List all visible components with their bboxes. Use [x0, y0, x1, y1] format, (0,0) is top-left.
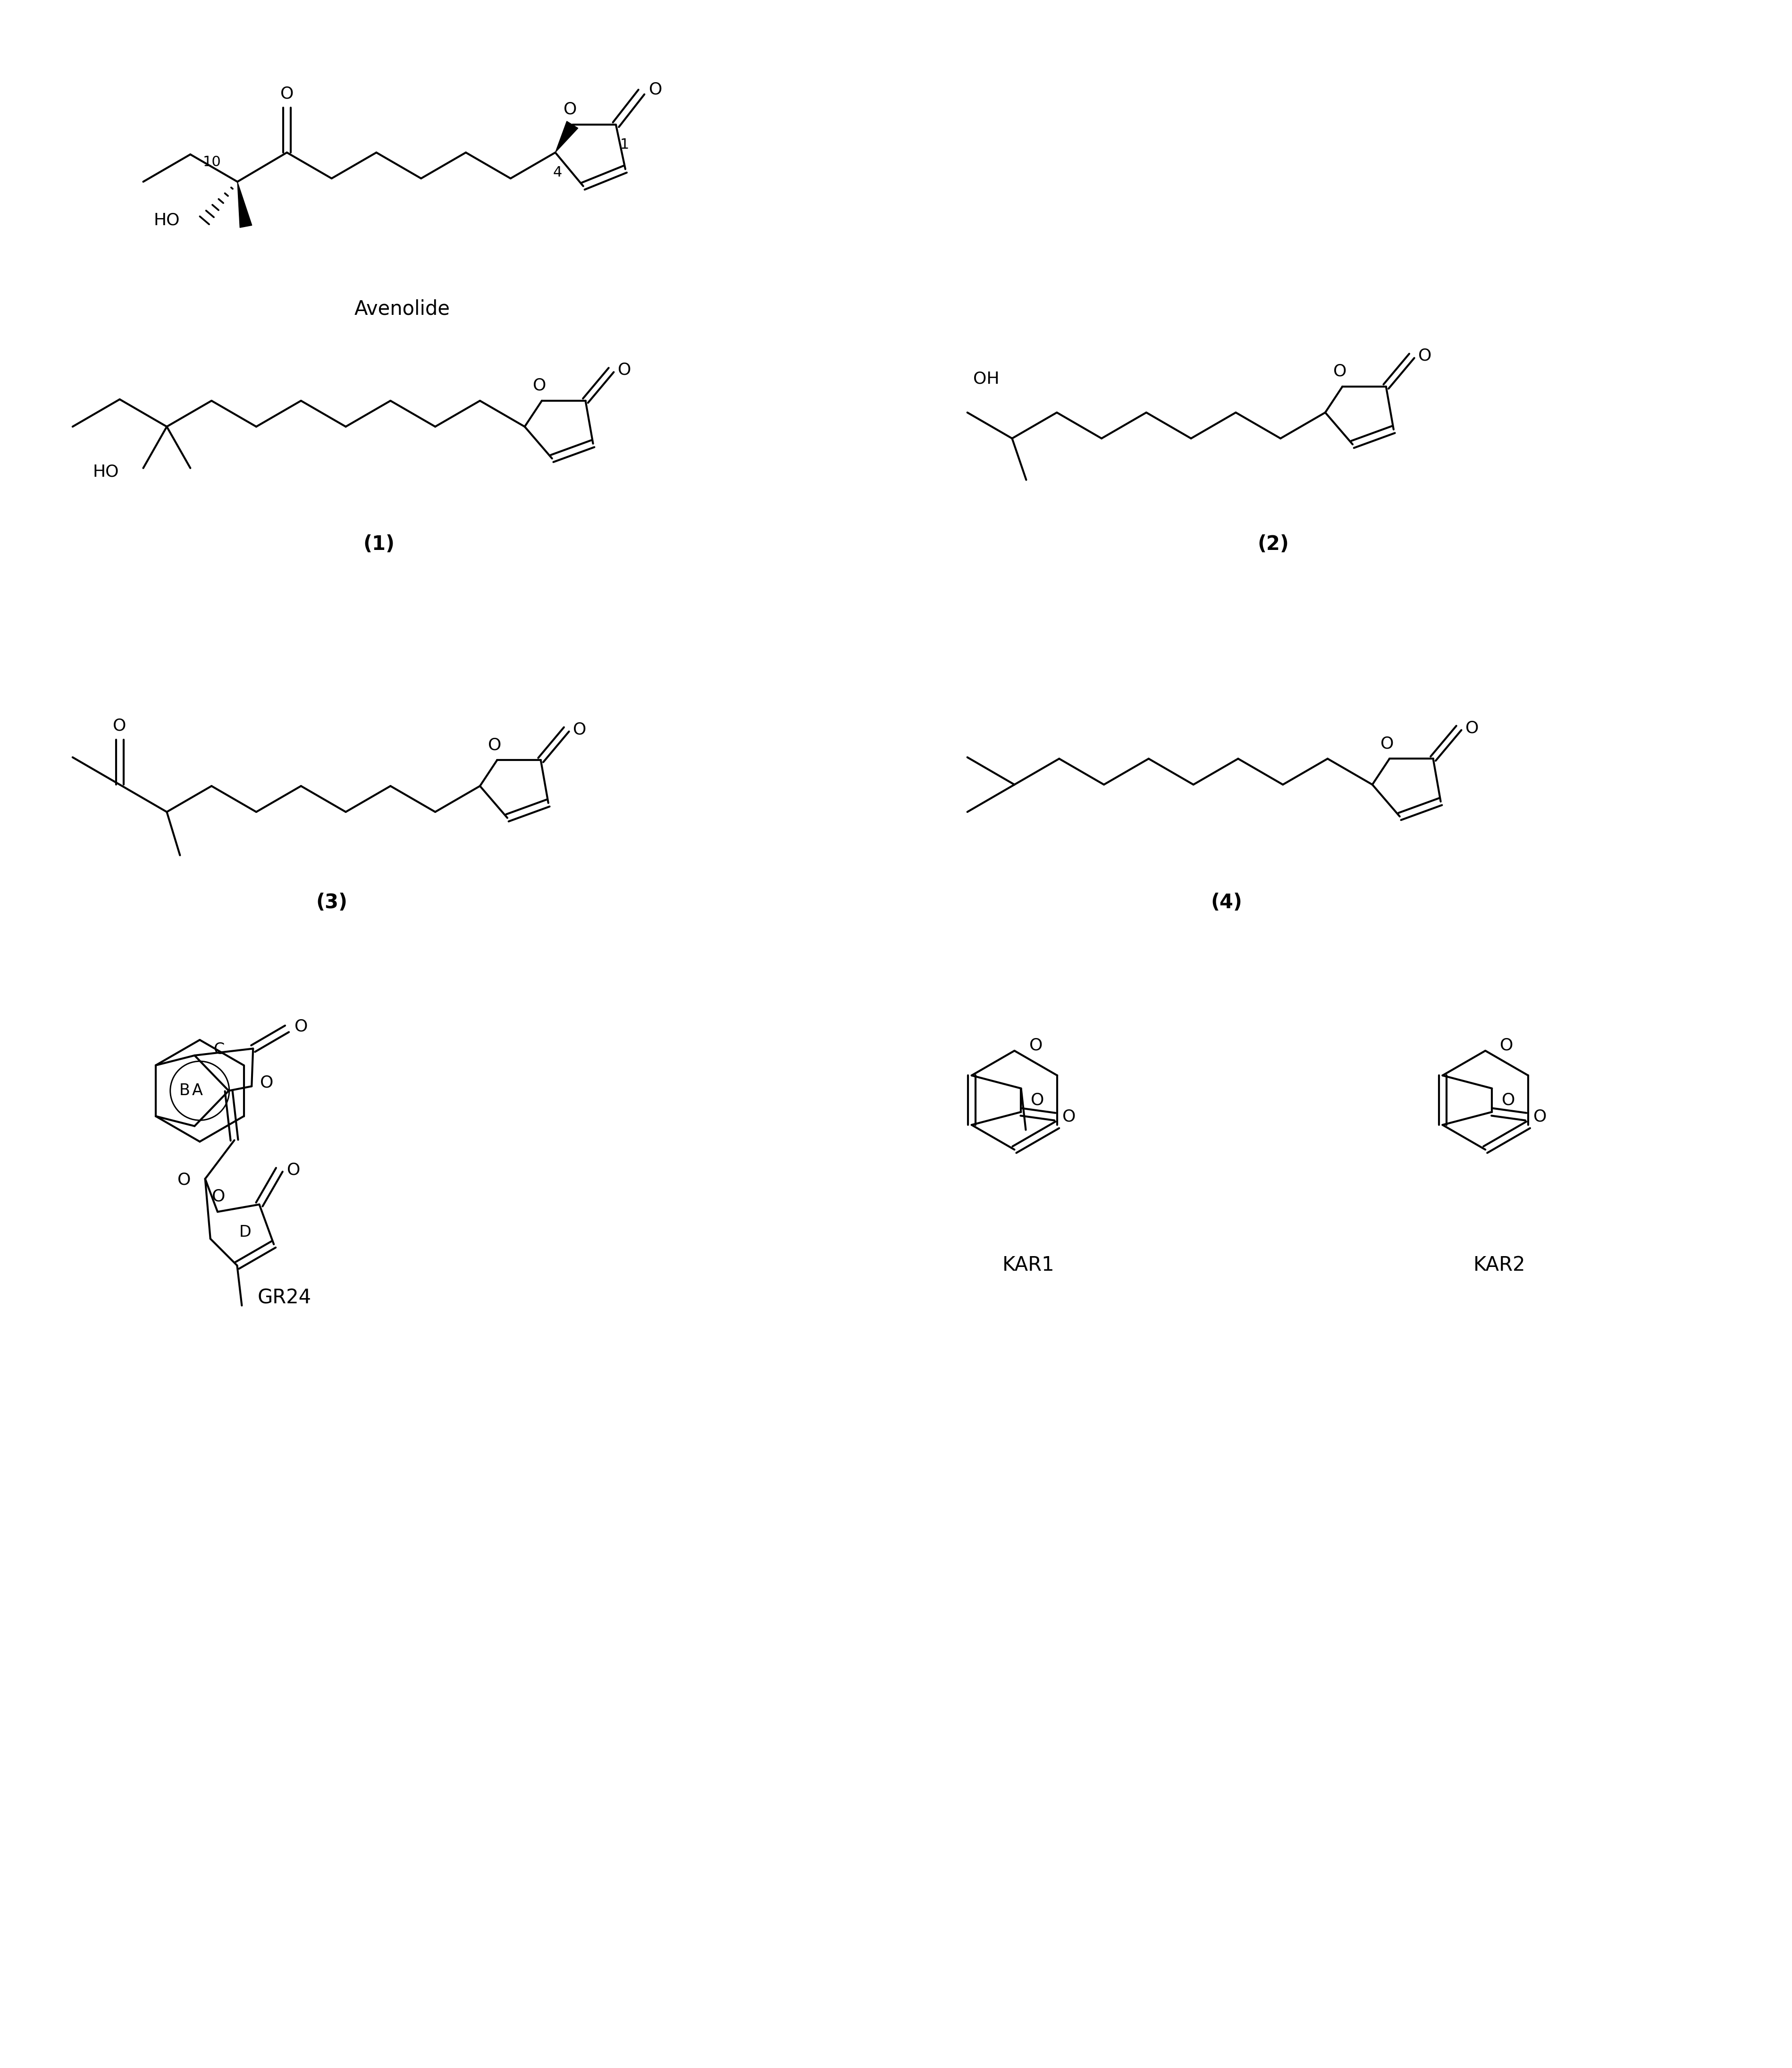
- Text: 10: 10: [202, 155, 220, 170]
- Text: O: O: [618, 362, 631, 378]
- Text: (4): (4): [1210, 893, 1242, 912]
- Text: 1: 1: [620, 139, 629, 151]
- Text: O: O: [260, 1075, 274, 1090]
- Text: O: O: [487, 736, 502, 753]
- Text: O: O: [113, 718, 127, 734]
- Text: KAR2: KAR2: [1473, 1255, 1525, 1276]
- Polygon shape: [237, 182, 253, 227]
- Text: O: O: [1502, 1092, 1514, 1108]
- Text: O: O: [177, 1173, 192, 1187]
- Text: (3): (3): [315, 893, 348, 912]
- Text: O: O: [1030, 1092, 1045, 1108]
- Text: HO: HO: [154, 213, 179, 227]
- Text: B: B: [179, 1084, 190, 1098]
- Text: O: O: [1417, 347, 1432, 364]
- Text: O: O: [294, 1017, 308, 1034]
- Text: C: C: [213, 1042, 224, 1057]
- Text: O: O: [1380, 736, 1394, 751]
- Text: D: D: [238, 1224, 251, 1241]
- Text: O: O: [1333, 364, 1346, 381]
- Text: O: O: [532, 378, 547, 393]
- Text: O: O: [1063, 1108, 1075, 1125]
- Text: O: O: [1464, 720, 1478, 736]
- Polygon shape: [556, 122, 577, 153]
- Text: O: O: [649, 81, 661, 97]
- Text: OH: OH: [973, 370, 998, 387]
- Text: O: O: [563, 101, 577, 118]
- Text: (2): (2): [1258, 534, 1288, 554]
- Text: O: O: [287, 1162, 299, 1179]
- Text: GR24: GR24: [258, 1288, 312, 1307]
- Text: O: O: [1532, 1108, 1546, 1125]
- Text: HO: HO: [93, 463, 118, 480]
- Text: O: O: [280, 85, 294, 101]
- Text: O: O: [1029, 1038, 1043, 1053]
- Text: KAR1: KAR1: [1002, 1255, 1054, 1276]
- Text: A: A: [192, 1084, 202, 1098]
- Text: O: O: [1500, 1038, 1512, 1053]
- Text: O: O: [573, 722, 586, 738]
- Text: (1): (1): [362, 534, 394, 554]
- Text: 4: 4: [554, 165, 563, 180]
- Text: O: O: [211, 1189, 226, 1204]
- Text: Avenolide: Avenolide: [355, 300, 450, 318]
